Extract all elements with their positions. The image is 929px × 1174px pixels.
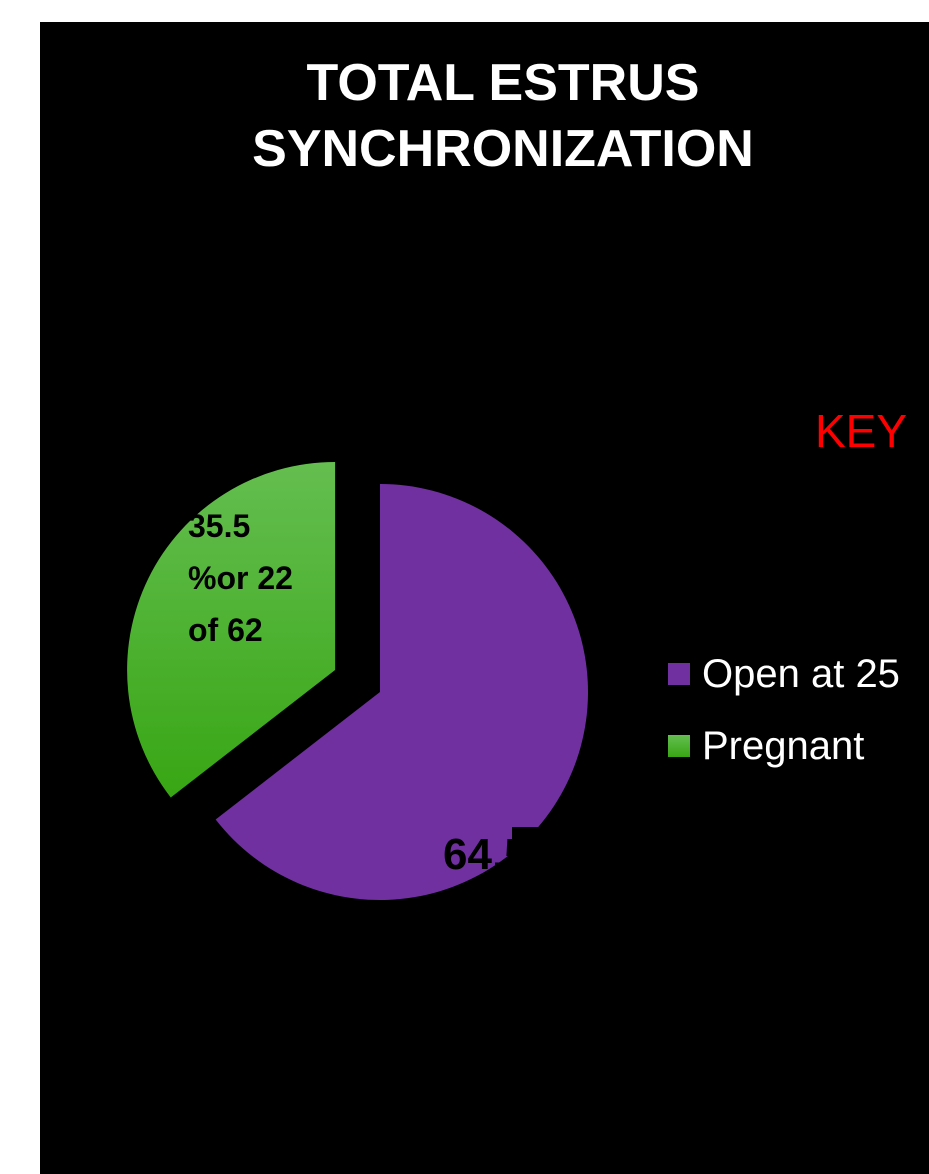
pie-chart (127, 462, 588, 901)
legend-swatch (668, 735, 690, 757)
legend-label: Open at 25 (702, 652, 900, 696)
chart-title: TOTAL ESTRUS SYNCHRONIZATION (252, 54, 754, 178)
pie-slice (215, 484, 588, 901)
legend-label: Pregnant (702, 724, 865, 768)
pie-slice (127, 462, 336, 798)
slide: TOTAL ESTRUS SYNCHRONIZATION KEY 35.5 %o… (40, 22, 929, 1174)
data-label: 35.5 %or 22 of 62 (188, 508, 293, 648)
legend-swatch (668, 663, 690, 685)
annotation: KEY (815, 405, 908, 457)
occluder (512, 827, 572, 887)
